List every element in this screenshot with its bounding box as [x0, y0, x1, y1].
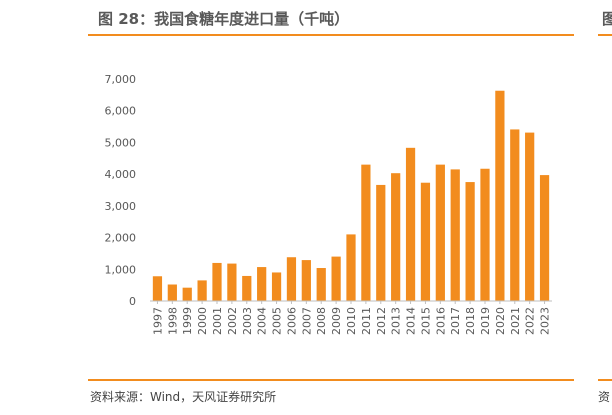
figure-panel: 图 28：我国食糖年度进口量（千吨） 0 1,000 2,000 3,000 4,000… [88, 0, 574, 415]
bar-2019 [480, 168, 490, 301]
x-tick-label: 2008 [315, 307, 328, 335]
footer-divider [88, 379, 574, 381]
x-tick-label: 2018 [464, 307, 477, 335]
x-tick-label: 2010 [345, 307, 358, 335]
y-tick-label: 0 [129, 295, 136, 308]
bar-2013 [391, 173, 401, 301]
x-tick-label: 2015 [419, 307, 432, 335]
x-tick-label: 2016 [434, 307, 447, 335]
bar-2000 [197, 280, 207, 301]
x-tick-label: 2014 [405, 307, 418, 335]
bar-2009 [331, 256, 341, 301]
bar-2012 [376, 184, 386, 301]
bar-2001 [212, 262, 222, 301]
bar-2022 [525, 132, 535, 301]
x-tick-label: 2002 [226, 307, 239, 335]
x-tick-label: 2023 [539, 307, 552, 335]
y-tick-label: 3,000 [105, 200, 137, 213]
bar-2002 [227, 263, 237, 301]
bar-2007 [301, 260, 311, 301]
x-tick-label: 2009 [330, 307, 343, 335]
x-tick-label: 2017 [449, 307, 462, 335]
x-tick-label: 2004 [256, 307, 269, 335]
x-tick-label: 2000 [196, 307, 209, 335]
y-tick-label: 4,000 [105, 168, 137, 181]
next-footer-divider [598, 379, 612, 381]
x-tick-label: 1997 [151, 307, 164, 335]
x-tick-label: 2005 [271, 307, 284, 335]
bar-2006 [286, 257, 297, 301]
bar-1999 [182, 287, 192, 301]
x-tick-label: 1998 [166, 307, 179, 335]
chart-title: 图 28：我国食糖年度进口量（千吨） [98, 10, 350, 28]
bar-2018 [465, 182, 475, 301]
y-tick-label: 6,000 [105, 105, 137, 118]
bar-2021 [510, 129, 520, 301]
bar-chart: 0 1,000 2,000 3,000 4,000 5,000 6,000 7,000 199… [105, 73, 552, 335]
bar-series [152, 90, 550, 301]
x-tick-label: 2003 [241, 307, 254, 335]
next-source-fragment: 资 [598, 390, 611, 404]
bar-2010 [346, 234, 356, 301]
y-axis: 0 1,000 2,000 3,000 4,000 5,000 6,000 7,000 [105, 73, 137, 308]
bar-2015 [420, 182, 431, 301]
x-tick-label: 2022 [524, 307, 537, 335]
y-tick-label: 7,000 [105, 73, 137, 86]
next-title-fragment: 图 [602, 10, 612, 28]
title-divider [88, 34, 574, 36]
bar-2017 [450, 169, 460, 301]
x-tick-label: 2006 [285, 307, 298, 335]
x-axis: 1997 1998 1999 2000 2001 2002 2003 2004 2005 2006… [150, 300, 552, 335]
x-tick-label: 1999 [181, 307, 194, 335]
x-tick-label: 2013 [390, 307, 403, 335]
source-note: 资料来源：Wind，天风证券研究所 [90, 390, 277, 404]
next-title-divider [598, 34, 612, 36]
next-figure-fragment: 图 资 [596, 0, 612, 415]
x-tick-label: 2019 [479, 307, 492, 335]
bar-1997 [152, 276, 163, 301]
bar-2020 [495, 90, 505, 301]
bar-2003 [242, 275, 252, 301]
x-tick-label: 2021 [509, 307, 522, 335]
y-tick-label: 2,000 [105, 232, 137, 245]
x-tick-label: 2012 [375, 307, 388, 335]
bar-1998 [167, 284, 177, 301]
x-tick-label: 2001 [211, 307, 224, 335]
bar-2004 [257, 267, 267, 301]
bar-2014 [405, 147, 416, 301]
y-tick-label: 5,000 [105, 136, 137, 149]
bar-2023 [539, 175, 550, 301]
y-tick-label: 1,000 [105, 263, 137, 276]
bar-2011 [361, 164, 371, 301]
bar-2008 [316, 268, 326, 301]
bar-2016 [435, 164, 445, 301]
bar-2005 [271, 272, 282, 301]
x-tick-label: 2011 [360, 307, 373, 335]
x-tick-label: 2007 [300, 307, 313, 335]
x-tick-label: 2020 [494, 307, 507, 335]
